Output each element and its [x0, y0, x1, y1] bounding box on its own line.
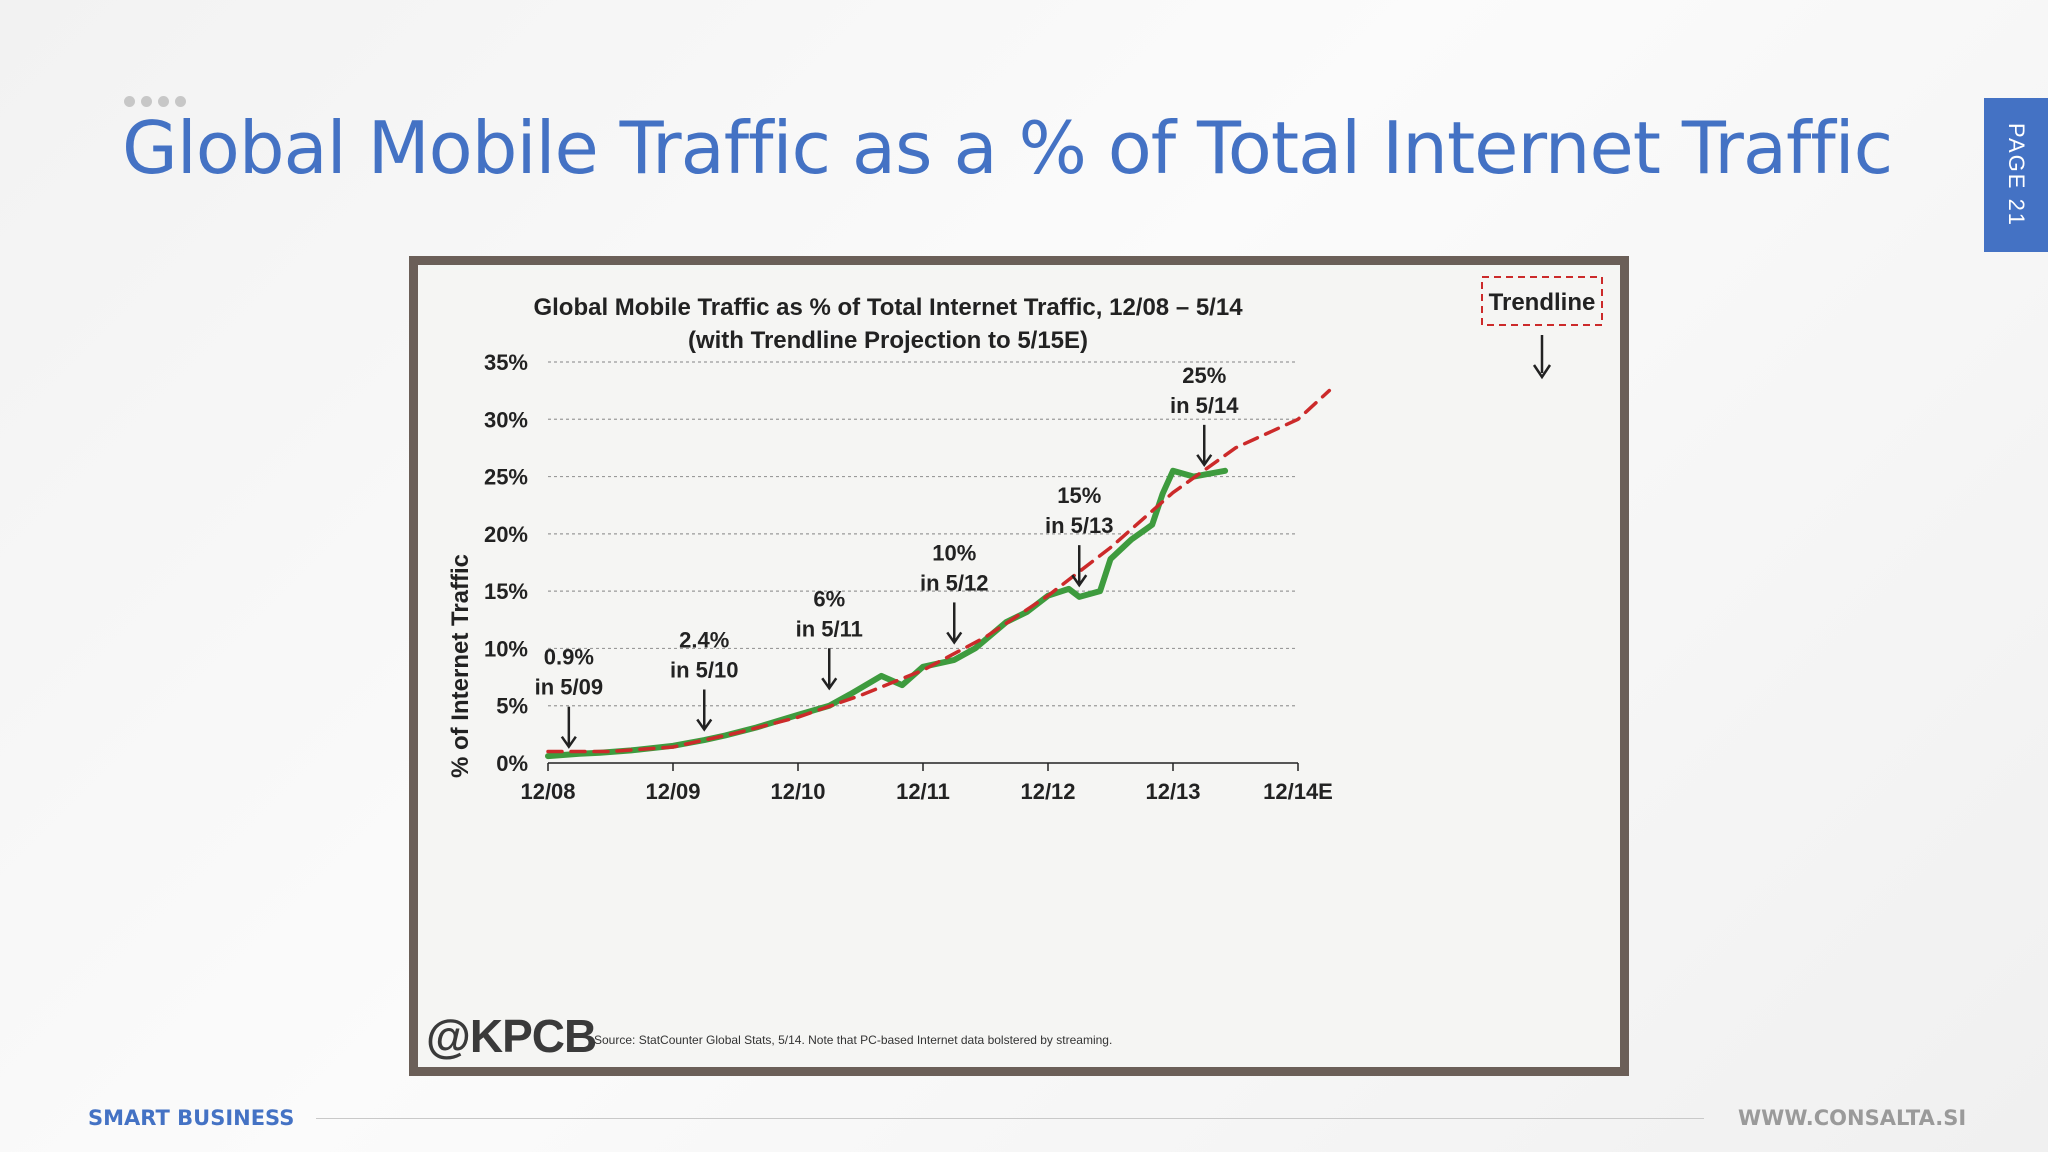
annotation-value: 0.9%: [544, 645, 594, 670]
y-tick-label: 15%: [484, 579, 528, 604]
trendline-legend-label: Trendline: [1489, 289, 1596, 316]
annotation-date: in 5/12: [920, 570, 988, 595]
annotation-arrowhead: [821, 677, 838, 691]
x-tick-label: 12/09: [645, 779, 700, 804]
annotation-arrowhead: [1071, 574, 1088, 588]
trendline-legend-box: [1481, 276, 1603, 326]
chart-frame: Global Mobile Traffic as % of Total Inte…: [409, 256, 1629, 1076]
slide-title: Global Mobile Traffic as a % of Total In…: [122, 106, 1893, 190]
footer-divider: [316, 1118, 1704, 1119]
annotation-arrowhead: [560, 735, 577, 749]
annotation-value: 2.4%: [679, 628, 729, 653]
y-tick-label: 5%: [496, 694, 528, 719]
mobile-traffic-series: [545, 467, 1229, 760]
annotation-date: in 5/10: [670, 658, 738, 683]
x-tick-label: 12/14E: [1263, 779, 1333, 804]
x-tick-label: 12/10: [770, 779, 825, 804]
annotation-value: 10%: [932, 540, 976, 565]
annotation-layer: 0.9% in 5/09 2.4% in 5/10 6% in 5/11 10% in 5/1…: [535, 363, 1239, 749]
x-tick-label: 12/13: [1145, 779, 1200, 804]
axis-layer: 0% 5% 10% 15% 20% 25% 30% 35% 12/08 12/09 12/10 12/…: [484, 350, 1333, 804]
trendline-series: [546, 388, 1332, 754]
annotation-arrowhead: [696, 718, 713, 732]
decorative-dots: [124, 96, 186, 107]
annotation-arrowhead: [946, 631, 963, 645]
y-tick-label: 30%: [484, 407, 528, 432]
footer-brand: SMART BUSINESS: [88, 1106, 295, 1130]
y-tick-label: 0%: [496, 751, 528, 776]
annotation-arrowhead: [1196, 454, 1213, 468]
kpcb-logo: @KPCB: [426, 1010, 597, 1062]
annotation-date: in 5/11: [796, 616, 863, 641]
source-note: Source: StatCounter Global Stats, 5/14. …: [594, 1033, 1113, 1047]
annotation-date: in 5/13: [1045, 513, 1113, 538]
x-tick-label: 12/11: [896, 779, 950, 804]
y-tick-label: 10%: [484, 636, 528, 661]
footer-website: WWW.CONSALTA.SI: [1738, 1106, 1967, 1130]
annotation-value: 25%: [1182, 363, 1226, 388]
y-tick-label: 20%: [484, 522, 528, 547]
x-tick-label: 12/12: [1020, 779, 1075, 804]
annotation-date: in 5/14: [1170, 393, 1239, 418]
y-axis-label: % of Internet Traffic: [447, 554, 474, 778]
annotation-value: 15%: [1057, 483, 1101, 508]
chart-title: Global Mobile Traffic as % of Total Inte…: [533, 294, 1243, 321]
annotation-value: 6%: [813, 586, 845, 611]
page-number-label: PAGE 21: [2004, 122, 2029, 228]
annotation-date: in 5/09: [535, 675, 603, 700]
page-number-tab: PAGE 21: [1984, 98, 2048, 252]
chart-subtitle: (with Trendline Projection to 5/15E): [688, 327, 1088, 354]
y-tick-label: 25%: [484, 465, 528, 490]
series-layer: [545, 388, 1332, 760]
y-tick-label: 35%: [484, 350, 528, 375]
chart-svg: Global Mobile Traffic as % of Total Inte…: [447, 276, 1603, 804]
x-tick-label: 12/08: [520, 779, 575, 804]
trendline-legend-arrowhead: [1532, 364, 1552, 380]
